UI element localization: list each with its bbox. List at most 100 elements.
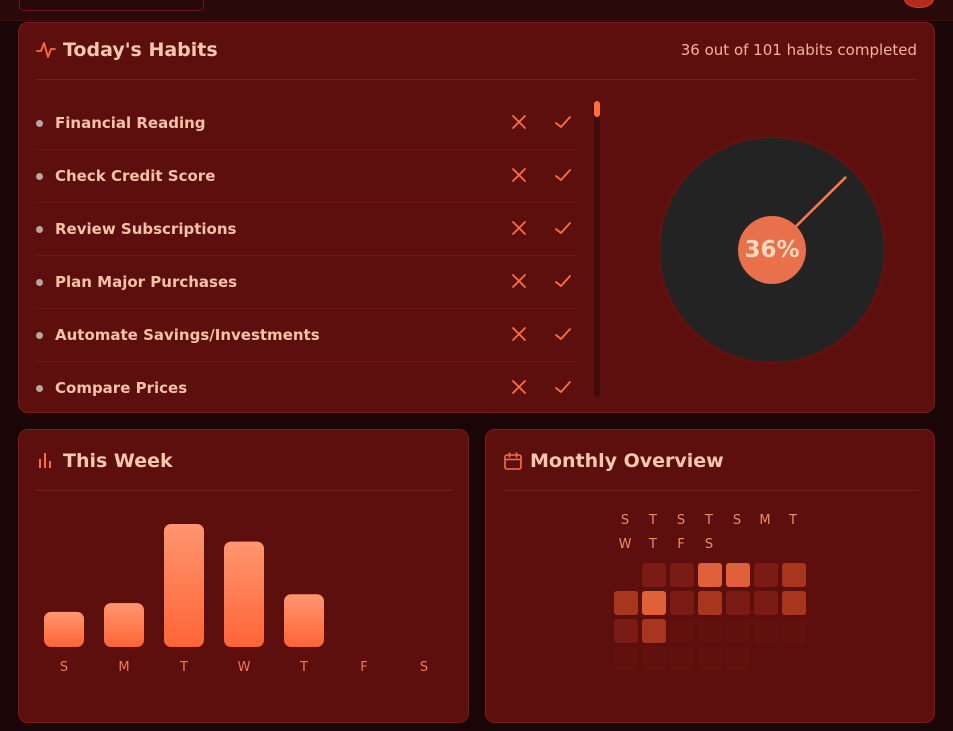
- monthly-title: Monthly Overview: [530, 450, 724, 472]
- weekday-label: T: [705, 513, 713, 528]
- day-cell[interactable]: [642, 647, 666, 671]
- progress-pie: 36%: [659, 137, 885, 363]
- bullet-icon: [36, 279, 43, 286]
- close-icon: [512, 327, 526, 341]
- day-cell[interactable]: [614, 591, 638, 615]
- close-icon: [512, 380, 526, 394]
- weekday-label: T: [649, 537, 657, 552]
- day-cell[interactable]: [698, 563, 722, 587]
- day-cell[interactable]: [670, 619, 694, 643]
- day-cell[interactable]: [698, 619, 722, 643]
- week-day-label: T: [299, 660, 308, 675]
- habit-row: Automate Savings/Investments: [36, 309, 576, 362]
- mark-done-button[interactable]: [552, 217, 574, 239]
- habit-name: Financial Reading: [55, 114, 206, 132]
- divider: [36, 79, 917, 80]
- bullet-icon: [36, 120, 43, 127]
- bullet-icon: [36, 332, 43, 339]
- mark-missed-button[interactable]: [508, 323, 530, 345]
- day-cell[interactable]: [698, 591, 722, 615]
- this-week-card: This Week S M T W T F S: [18, 429, 469, 723]
- day-cell[interactable]: [782, 619, 806, 643]
- bullet-icon: [36, 226, 43, 233]
- day-cell[interactable]: [726, 647, 750, 671]
- week-bar: [44, 611, 84, 647]
- habit-name: Compare Prices: [55, 379, 188, 397]
- weekday-label: F: [677, 537, 685, 552]
- close-icon: [512, 115, 526, 129]
- close-icon: [512, 221, 526, 235]
- mark-missed-button[interactable]: [508, 111, 530, 133]
- habit-name: Automate Savings/Investments: [55, 326, 320, 344]
- day-cell[interactable]: [754, 619, 778, 643]
- check-icon: [555, 328, 571, 340]
- day-cell[interactable]: [726, 563, 750, 587]
- pie-center: [738, 216, 806, 284]
- day-cell[interactable]: [642, 619, 666, 643]
- week-bar: [284, 594, 324, 647]
- day-cell[interactable]: [642, 591, 666, 615]
- day-cell[interactable]: [670, 591, 694, 615]
- week-day-label: F: [360, 660, 367, 675]
- weekday-label: S: [676, 513, 686, 528]
- avatar[interactable]: [904, 0, 934, 8]
- weekday-label: T: [649, 513, 657, 528]
- week-bar: [164, 524, 204, 647]
- day-cell[interactable]: [642, 563, 666, 587]
- close-icon: [512, 274, 526, 288]
- habits-summary: 36 out of 101 habits completed: [680, 41, 917, 59]
- day-cell[interactable]: [614, 619, 638, 643]
- habit-row: Plan Major Purchases: [36, 256, 576, 309]
- divider: [503, 490, 918, 491]
- check-icon: [555, 275, 571, 287]
- bullet-icon: [36, 173, 43, 180]
- mark-done-button[interactable]: [552, 164, 574, 186]
- mark-missed-button[interactable]: [508, 164, 530, 186]
- weekday-label: T: [789, 513, 797, 528]
- progress-pie-chart: [660, 138, 884, 362]
- search-input[interactable]: [19, 0, 204, 11]
- top-bar: [0, 0, 953, 21]
- day-cell[interactable]: [782, 563, 806, 587]
- week-day-label: M: [118, 660, 129, 675]
- weekday-label: W: [618, 537, 632, 552]
- day-cell[interactable]: [782, 591, 806, 615]
- week-day-label: W: [238, 660, 251, 675]
- scrollbar-thumb[interactable]: [594, 101, 600, 117]
- week-day-label: T: [179, 660, 188, 675]
- day-cell[interactable]: [698, 647, 722, 671]
- bar-chart-icon: [39, 453, 51, 468]
- week-day-label: S: [60, 660, 68, 675]
- mark-missed-button[interactable]: [508, 376, 530, 398]
- mark-missed-button[interactable]: [508, 217, 530, 239]
- week-day-label: S: [420, 660, 428, 675]
- mark-done-button[interactable]: [552, 270, 574, 292]
- mark-missed-button[interactable]: [508, 270, 530, 292]
- habit-row: Review Subscriptions: [36, 203, 576, 256]
- day-cell[interactable]: [754, 563, 778, 587]
- week-bar: [104, 603, 144, 647]
- day-cell[interactable]: [670, 563, 694, 587]
- day-cell[interactable]: [614, 647, 638, 671]
- day-cell[interactable]: [670, 647, 694, 671]
- mark-done-button[interactable]: [552, 111, 574, 133]
- check-icon: [555, 222, 571, 234]
- todays-habits-card: Today's Habits 36 out of 101 habits comp…: [18, 22, 935, 413]
- habit-name: Check Credit Score: [55, 167, 216, 185]
- habit-row: Financial Reading: [36, 97, 576, 150]
- mark-done-button[interactable]: [552, 376, 574, 398]
- day-cell[interactable]: [754, 591, 778, 615]
- day-cell[interactable]: [726, 591, 750, 615]
- bullet-icon: [36, 385, 43, 392]
- habit-row: Compare Prices: [36, 362, 576, 415]
- divider: [36, 490, 452, 491]
- activity-icon: [36, 42, 56, 58]
- page-title: Today's Habits: [63, 39, 218, 61]
- scrollbar[interactable]: [594, 101, 600, 397]
- habit-name: Review Subscriptions: [55, 220, 237, 238]
- mark-done-button[interactable]: [552, 323, 574, 345]
- day-cell[interactable]: [726, 619, 750, 643]
- habit-row: Check Credit Score: [36, 150, 576, 203]
- week-title: This Week: [63, 450, 173, 472]
